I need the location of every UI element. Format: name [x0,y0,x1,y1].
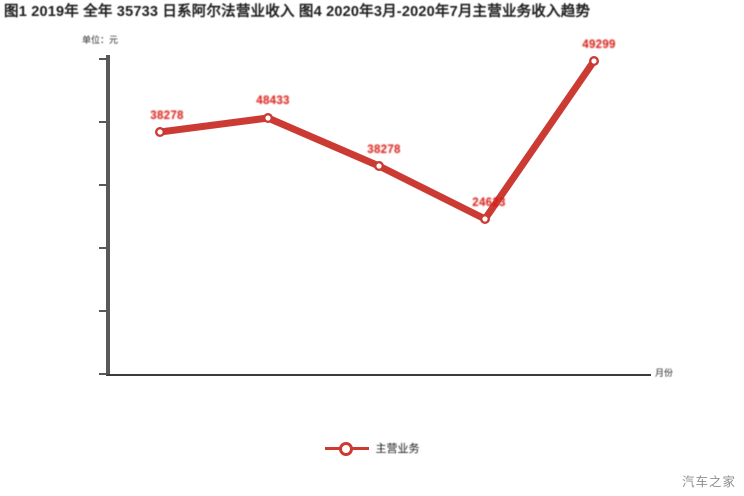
chart-title: 图1 2019年 全年 35733 日系阿尔法营业收入 图4 2020年3月-2… [4,4,591,20]
data-point-marker-core [482,216,488,222]
chart-legend[interactable]: 主营业务 [0,440,744,456]
legend-marker-icon [324,441,369,456]
site-watermark: 汽车之家 [681,475,736,489]
series-line [156,57,598,223]
data-point-marker-core [376,163,382,169]
data-point-marker-core [591,58,597,64]
y-axis-unit-label: 单位：元 [82,35,119,45]
data-point-value-label: 49299 [582,39,616,51]
data-point-value-label: 48433 [256,95,290,107]
x-axis-label: 月份 [655,368,674,378]
legend-series-label: 主营业务 [375,443,420,455]
data-point-value-label: 24623 [472,197,506,209]
data-point-value-label: 38278 [150,110,184,122]
data-point-marker-core [157,129,163,135]
data-point-marker-core [265,115,271,121]
data-point-value-label: 38278 [367,144,401,156]
